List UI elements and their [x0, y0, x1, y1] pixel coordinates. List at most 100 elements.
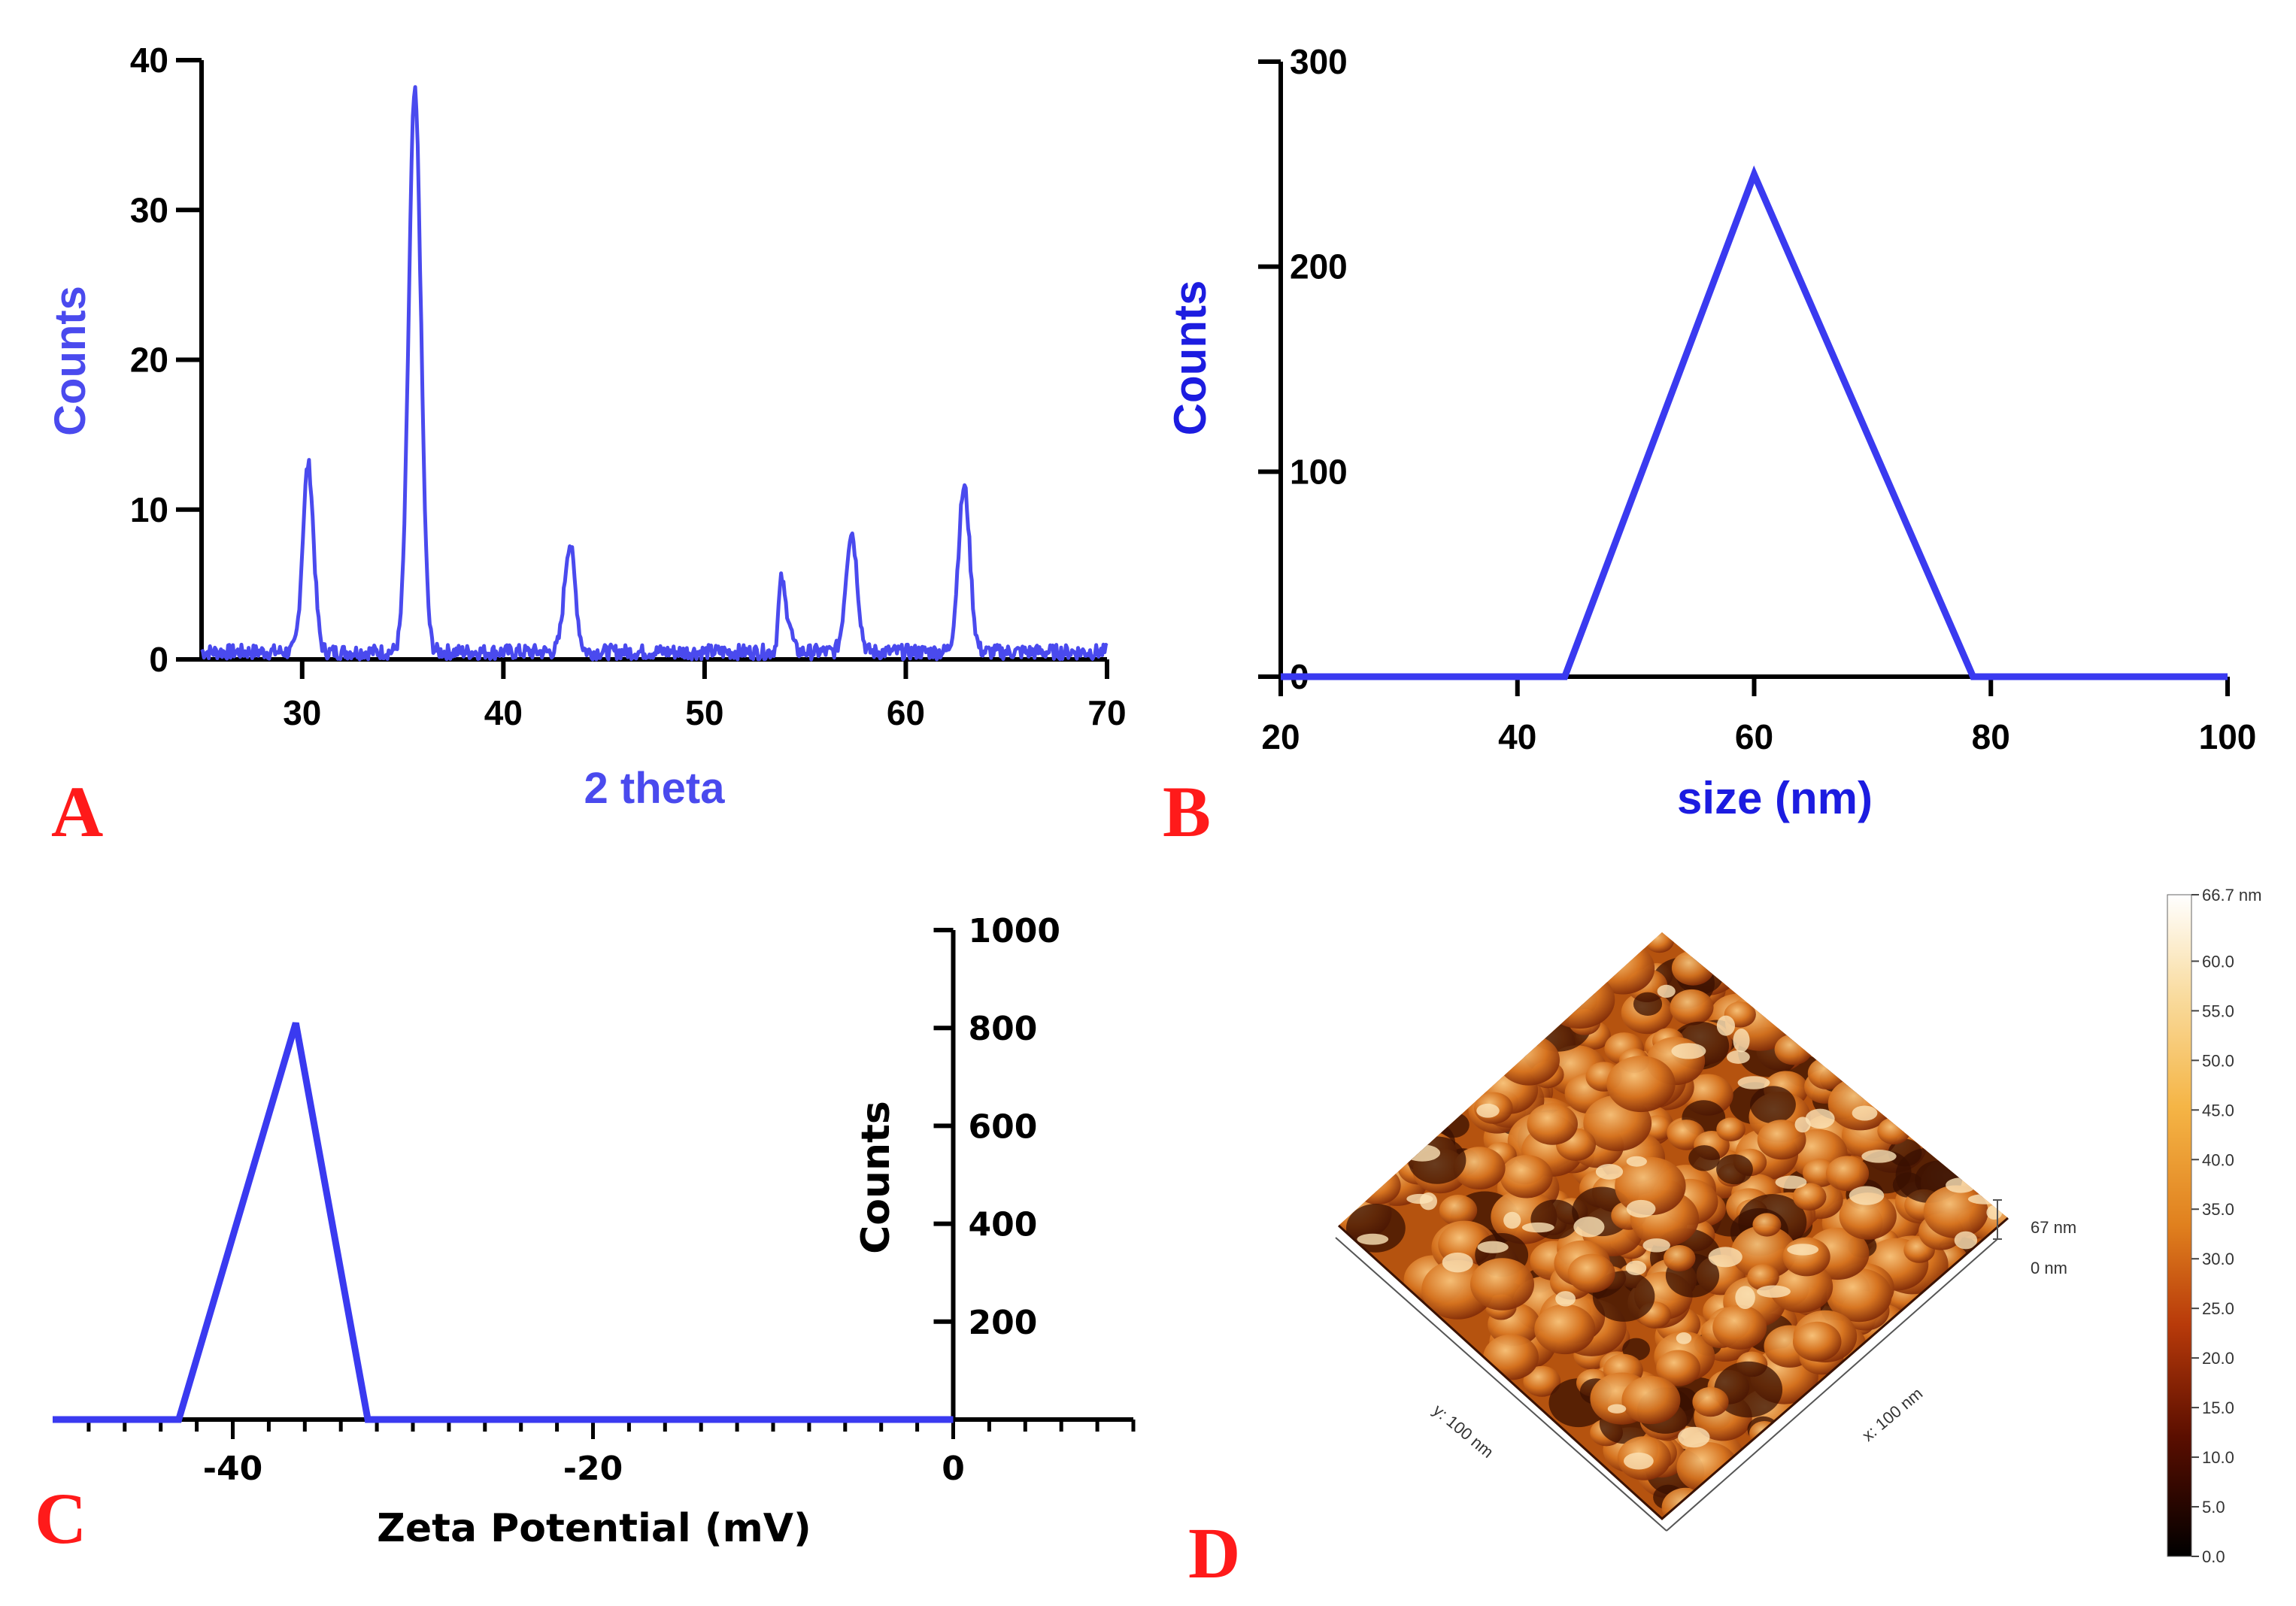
panel-a-letter: A	[51, 771, 103, 852]
afm-colorbar-tick-label: 60.0	[2202, 952, 2234, 971]
afm-grain	[1757, 1120, 1806, 1160]
afm-highlight	[1521, 1222, 1554, 1233]
panel-a-y-tick-label: 20	[130, 341, 168, 380]
afm-highlight	[1573, 1217, 1605, 1238]
afm-highlight	[1716, 1015, 1736, 1036]
afm-highlight	[1805, 1108, 1835, 1129]
panel-a-y-tick-label: 40	[130, 41, 168, 80]
afm-highlight	[1626, 1156, 1647, 1167]
afm-colorbar-tick-label: 5.0	[2202, 1498, 2225, 1517]
afm-highlight	[1708, 1247, 1742, 1268]
afm-colorbar-tick-label: 10.0	[2202, 1448, 2234, 1467]
panel-a-x-tick-label: 40	[484, 693, 523, 732]
afm-highlight	[1626, 1199, 1656, 1218]
panel-d-letter: D	[1188, 1513, 1240, 1593]
afm-grain	[1530, 1199, 1579, 1240]
afm-highlight	[1775, 1175, 1807, 1189]
panel-b-y-axis-label: Counts	[1165, 280, 1215, 436]
afm-z-bottom-label: 0 nm	[2031, 1259, 2067, 1277]
panel-c-letter: C	[35, 1478, 86, 1559]
afm-highlight	[1419, 1192, 1437, 1211]
panel-a-x-axis-label: 2 theta	[584, 764, 726, 813]
panel-c-x-tick-label: -20	[563, 1450, 623, 1488]
panel-c-y-tick-label: 800	[969, 1010, 1038, 1048]
panel-c-series-line	[53, 1022, 954, 1423]
afm-grain	[1534, 1304, 1596, 1355]
afm-grain	[1354, 1166, 1401, 1205]
afm-colorbar-tick-label: 55.0	[2202, 1001, 2234, 1020]
afm-highlight	[1954, 1231, 1978, 1250]
panel-c-y-axis-label: Counts	[854, 1101, 899, 1254]
afm-grain	[1692, 1386, 1729, 1417]
afm-x-axis-label: x: 100 nm	[1858, 1384, 1926, 1445]
afm-grain	[1346, 1204, 1406, 1253]
afm-grain	[1752, 1213, 1782, 1237]
panel-a-axes	[180, 60, 1107, 662]
panel-c-y-tick-label: 600	[969, 1108, 1038, 1146]
afm-grain	[1671, 950, 1715, 986]
panel-a-ticks: 0 10 20 30 40 30 40 50 60 70	[130, 41, 1127, 732]
afm-grain	[1656, 1350, 1701, 1386]
afm-grain	[1792, 1321, 1842, 1362]
afm-grain	[1453, 1147, 1506, 1189]
afm-highlight	[1642, 1238, 1670, 1253]
panel-b-letter: B	[1163, 771, 1211, 852]
afm-highlight	[1671, 1043, 1706, 1059]
afm-colorbar-tick-label: 40.0	[2202, 1150, 2234, 1169]
afm-highlight	[1737, 1076, 1770, 1089]
panel-c-y-tick-label: 200	[969, 1304, 1038, 1342]
panel-a-x-tick-label: 50	[685, 693, 723, 732]
afm-grain	[1483, 1334, 1539, 1380]
afm-grain	[1606, 1056, 1676, 1113]
afm-grain	[1826, 1268, 1892, 1323]
panel-c-ticks: -40 -20 0 200 400 600 800 1000	[86, 912, 1136, 1488]
afm-grain	[1567, 1253, 1615, 1293]
panel-a-xrd-chart: 0 10 20 30 40 30 40 50 60 70 2 theta Counts A	[46, 41, 1127, 852]
afm-highlight	[1733, 1029, 1750, 1053]
afm-highlight	[1357, 1233, 1389, 1245]
afm-grain	[1500, 1155, 1553, 1198]
panel-c-axes	[53, 930, 1133, 1422]
afm-grain	[1923, 1185, 1988, 1238]
afm-highlight	[1852, 1105, 1878, 1121]
afm-grain	[1661, 1487, 1710, 1519]
panel-d-afm-image: y: 100 nm x: 100 nm 67 nm 0 nm 66.7 nm 60…	[1188, 886, 2262, 1593]
afm-grain	[1774, 1034, 1812, 1065]
panel-c-y-tick-label: 1000	[969, 912, 1060, 950]
afm-grain	[1716, 1117, 1746, 1141]
afm-highlight	[1986, 1204, 2003, 1220]
panel-a-series-line	[200, 85, 1109, 662]
panel-b-x-tick-label: 60	[1735, 717, 1773, 756]
afm-highlight	[1442, 1252, 1473, 1273]
afm-colorbar-tick-label: 35.0	[2202, 1200, 2234, 1219]
panel-c-x-tick-label: 0	[942, 1450, 965, 1488]
afm-highlight	[1946, 1177, 1976, 1193]
afm-highlight	[1625, 1260, 1647, 1276]
afm-grain	[1470, 1258, 1534, 1311]
afm-grain	[1839, 1192, 1897, 1240]
panel-b-series-line	[1281, 165, 2228, 680]
afm-highlight	[1477, 1241, 1509, 1253]
panel-a-y-tick-label: 10	[130, 490, 168, 529]
afm-grain	[1877, 1117, 1911, 1145]
afm-grain	[1645, 932, 1674, 953]
afm-colorbar-ticks: 66.7 nm 60.0 55.0 50.0 45.0 40.0 35.0 30.0 25.0 2…	[2191, 886, 2262, 1566]
afm-highlight	[1476, 1103, 1500, 1118]
afm-y-axis-label: y: 100 nm	[1430, 1401, 1497, 1462]
afm-grain	[1615, 1156, 1686, 1216]
afm-grain	[1633, 992, 1663, 1017]
afm-grain	[1591, 942, 1655, 995]
afm-highlight	[1726, 1050, 1750, 1064]
afm-grain	[1825, 1156, 1870, 1192]
afm-grain	[1749, 1421, 1780, 1447]
afm-colorbar-tick-label: 15.0	[2202, 1398, 2234, 1417]
afm-colorbar-tick-label: 50.0	[2202, 1051, 2234, 1070]
panel-a-x-tick-label: 30	[283, 693, 321, 732]
afm-highlight	[1861, 1150, 1897, 1163]
afm-highlight	[1678, 1426, 1710, 1448]
panel-b-y-tick-label: 300	[1290, 42, 1348, 81]
panel-b-x-tick-label: 20	[1261, 717, 1300, 756]
afm-grain	[1792, 1183, 1827, 1211]
afm-highlight	[1657, 984, 1676, 998]
